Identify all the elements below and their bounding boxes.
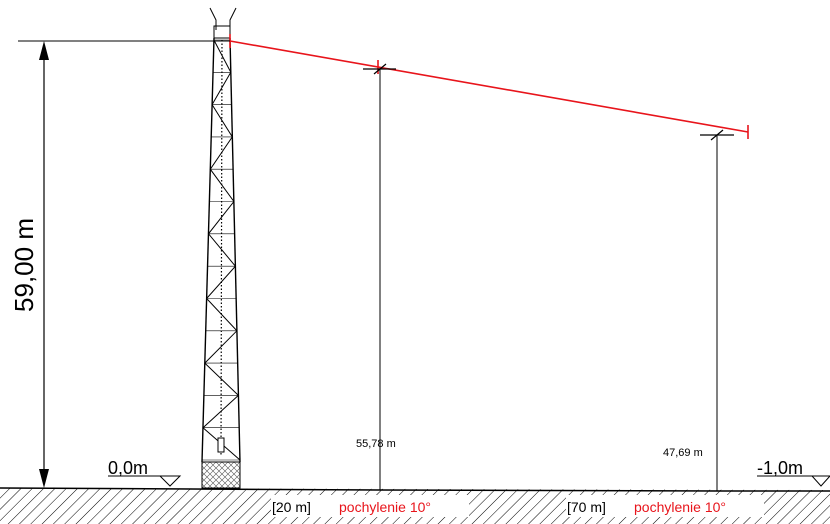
height-mark-2: 47,69 m [663,129,734,491]
tower-head [213,25,231,39]
height-arrow-bottom [39,469,49,488]
antenna-beam [229,40,749,133]
segment-2-label-bg [566,495,764,517]
tower-bracing-zigzag [202,39,241,461]
height-mark-1-label: 55,78 m [356,438,396,450]
segment-1-slope: pochylenie 10° [339,499,431,515]
svg-text:[20 m] pochylenie 10°: [20 m] pochylenie 10° [272,499,431,516]
segment-2-slope: pochylenie 10° [634,499,726,515]
height-mark-2-slash [710,129,724,141]
tower-center-rung [220,39,223,456]
triangle-level-icon [158,475,182,487]
height-mark-2-label: 47,69 m [663,447,703,459]
level-right-label: -1,0m [757,458,803,478]
lattice-tower-icon [201,7,241,489]
triangle-level-icon [810,475,830,487]
segment-2-distance: [70 m] [567,499,606,515]
segment-1-distance: [20 m] [272,499,311,515]
height-mark-1-slash [373,63,387,75]
tower-bracing [202,39,241,461]
tower-foundation [201,461,241,489]
segment-2-label: [70 m] pochylenie 10° [566,495,764,517]
height-arrow-top [39,41,49,60]
level-left: 0,0m [108,458,182,487]
height-dimension: 59,00 m [9,40,230,488]
level-left-label: 0,0m [108,458,148,478]
tower-leg-right [229,37,241,463]
ground-line [0,487,830,492]
antenna-line [229,34,749,139]
tower-equipment-box [217,437,225,453]
level-right: -1,0m [757,458,830,487]
segment-1-label: [20 m] pochylenie 10° [271,495,469,517]
segment-1-label-bg [271,495,469,517]
height-mark-1: 55,78 m [356,63,396,490]
height-dimension-label: 59,00 m [9,218,39,312]
tower-leg-left [201,37,215,463]
svg-text:[70 m] pochylenie 10°: [70 m] pochylenie 10° [567,499,726,516]
